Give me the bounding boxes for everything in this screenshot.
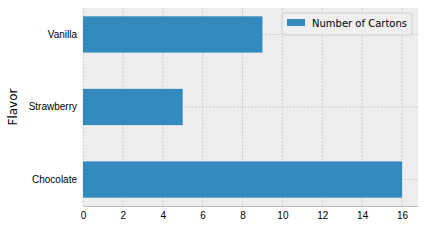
legend: Number of Cartons	[282, 13, 412, 35]
x-tick-label: 0	[81, 210, 87, 221]
legend-item: Number of Cartons	[287, 18, 407, 29]
plot-background	[83, 8, 418, 206]
plot: 0 2 4 6 8 10 12 14 16 Chocolate Strawberry Vanilla N…	[29, 8, 419, 221]
x-tick: 0	[81, 206, 87, 221]
chart: 0 2 4 6 8 10 12 14 16 Chocolate Strawberry Vanilla N…	[0, 0, 424, 245]
x-tick: 4	[160, 206, 166, 221]
y-tick: Chocolate	[32, 174, 83, 185]
x-tick-label: 14	[357, 210, 369, 221]
x-tick: 2	[121, 206, 127, 221]
y-tick-label: Chocolate	[32, 174, 77, 185]
legend-swatch	[287, 19, 305, 26]
x-tick-label: 4	[160, 210, 166, 221]
x-axis-line	[84, 206, 419, 207]
bar	[83, 161, 402, 197]
legend-label: Number of Cartons	[312, 18, 407, 29]
x-tick-label: 2	[121, 210, 127, 221]
x-tick: 8	[240, 206, 246, 221]
x-tick-label: 16	[397, 210, 409, 221]
x-tick-label: 10	[277, 210, 289, 221]
y-axis-label: Flavor	[6, 88, 20, 125]
bar	[83, 89, 183, 125]
bar	[83, 16, 262, 52]
x-tick: 10	[277, 206, 289, 221]
x-tick: 6	[200, 206, 206, 221]
y-tick: Vanilla	[48, 29, 83, 40]
x-tick: 14	[357, 206, 369, 221]
y-tick: Strawberry	[29, 101, 83, 112]
x-tick-label: 8	[240, 210, 246, 221]
x-axis: 0 2 4 6 8 10 12 14 16	[81, 206, 419, 221]
y-axis: Chocolate Strawberry Vanilla	[29, 29, 83, 185]
y-tick-label: Vanilla	[48, 29, 78, 40]
x-tick: 12	[317, 206, 329, 221]
bars	[83, 16, 402, 197]
x-tick: 16	[397, 206, 409, 221]
grid	[83, 8, 418, 206]
x-tick-label: 6	[200, 210, 206, 221]
y-tick-label: Strawberry	[29, 101, 77, 112]
legend-box	[282, 13, 412, 35]
x-tick-label: 12	[317, 210, 329, 221]
